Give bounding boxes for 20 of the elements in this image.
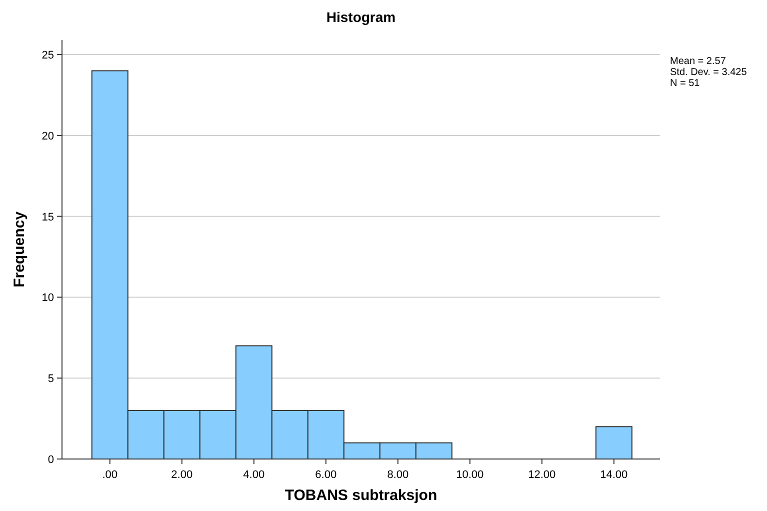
x-tick-label: 4.00 xyxy=(243,469,265,481)
x-tick-label: 2.00 xyxy=(171,469,193,481)
y-tick-label: 0 xyxy=(48,454,54,466)
x-tick-label: 6.00 xyxy=(315,469,337,481)
y-tick-label: 20 xyxy=(42,130,54,142)
text: Std. Dev. = 3.425 xyxy=(670,67,748,78)
y-tick-label: 25 xyxy=(42,50,54,62)
chart-title: Histogram xyxy=(326,9,396,25)
x-tick-label: 12.00 xyxy=(528,469,556,481)
y-tick-label: 15 xyxy=(42,211,54,224)
x-tick-label: 10.00 xyxy=(456,469,484,481)
x-tick-label: 8.00 xyxy=(387,469,409,481)
y-tick-label: 5 xyxy=(48,373,54,386)
text: Mean = 2.57 xyxy=(670,56,726,67)
y-tick-label: 10 xyxy=(42,292,54,304)
x-axis-title: TOBANS subtraksjon xyxy=(284,487,438,504)
x-tick-label: .00 xyxy=(102,469,118,481)
x-tick-label: 14.00 xyxy=(600,469,628,481)
text: N = 51 xyxy=(670,78,700,89)
y-axis-title: Frequency xyxy=(11,210,28,288)
